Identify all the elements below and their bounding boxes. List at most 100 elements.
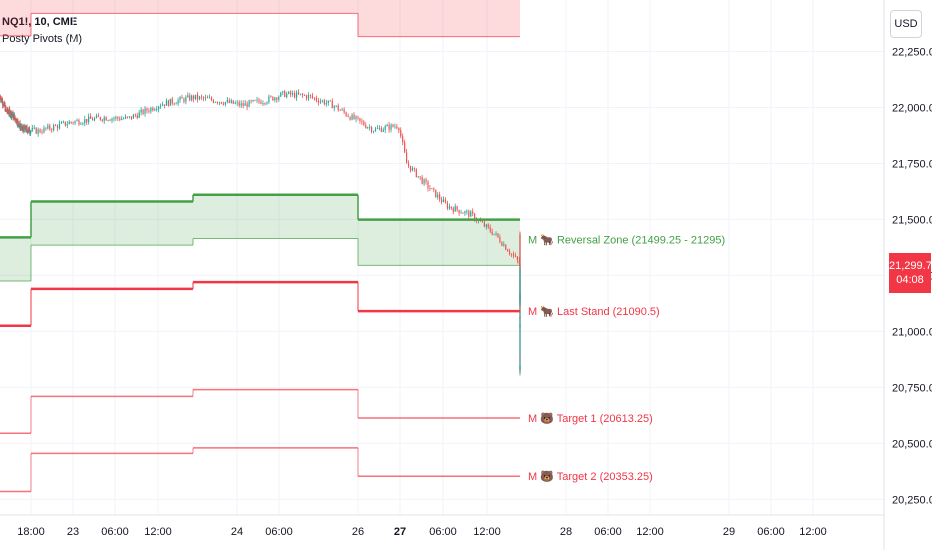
candle-body — [230, 100, 232, 103]
candle-body — [411, 168, 414, 171]
candle-body — [17, 120, 19, 122]
candle-body — [519, 234, 521, 237]
candle-body — [519, 236, 521, 245]
candle-body — [448, 206, 450, 209]
candle-body — [97, 115, 99, 118]
candle-body — [325, 102, 327, 105]
candle-body — [119, 118, 121, 120]
candle-body — [319, 101, 321, 103]
candle-body — [136, 115, 138, 118]
candle-body — [421, 177, 423, 184]
candle-body — [351, 114, 353, 120]
level-lines — [0, 12, 520, 493]
candle-body — [361, 120, 363, 122]
candle-body — [327, 100, 329, 103]
candle-body — [12, 115, 14, 119]
candle-body — [472, 211, 474, 214]
candle-body — [452, 208, 454, 212]
candle-body — [357, 116, 359, 119]
candle-body — [454, 206, 456, 212]
candle-body — [507, 249, 509, 252]
time-tick-label: 27 — [394, 526, 406, 538]
time-axis[interactable]: 18:00 23 06:00 12:00 24 06:00 26 27 06:00 12:00 28… — [0, 514, 884, 538]
candle-body — [317, 100, 319, 103]
price-tick-label: 20,750.00 — [892, 382, 932, 394]
price-tick-label: 20,250.00 — [892, 494, 932, 506]
candle-body — [274, 97, 276, 101]
candle-body — [514, 255, 517, 257]
candle-body — [117, 116, 119, 119]
candle-body — [286, 93, 288, 98]
candle-body — [519, 336, 521, 347]
bar-countdown: 04:08 — [896, 274, 924, 286]
candle-body — [84, 119, 86, 124]
candle-body — [66, 124, 68, 126]
candle-body — [175, 103, 177, 105]
zone-fill — [0, 237, 31, 282]
candle-body — [148, 110, 150, 112]
candle-body — [82, 123, 84, 125]
candle-body — [202, 97, 205, 99]
candle-body — [290, 91, 292, 95]
candle-body — [25, 126, 28, 132]
candle-body — [347, 115, 349, 117]
candle-body — [39, 129, 41, 133]
candle-body — [439, 194, 441, 200]
zone-fill — [0, 0, 31, 36]
candle-body — [72, 122, 74, 124]
candle-body — [140, 109, 142, 113]
candle-body — [18, 124, 20, 127]
symbol-label[interactable]: NQ1!, 10, CME — [2, 16, 78, 28]
candle-body — [404, 142, 406, 153]
candle-body — [512, 254, 515, 256]
candle-body — [519, 305, 521, 313]
candle-body — [276, 97, 278, 100]
candle-body — [345, 112, 347, 116]
level-label: M 🐂 Reversal Zone (21499.25 - 21295) — [528, 234, 725, 247]
time-tick-label: 12:00 — [799, 526, 827, 538]
candle-body — [80, 124, 82, 125]
candle-body — [134, 114, 136, 116]
candle-body — [437, 194, 439, 198]
candle-body — [260, 101, 262, 104]
candle-body — [9, 110, 11, 116]
candle-body — [433, 188, 435, 190]
candle-body — [440, 199, 443, 203]
candle-body — [3, 103, 5, 106]
candle-body — [70, 121, 72, 123]
candle-body — [173, 103, 175, 105]
candle-body — [301, 93, 304, 96]
price-tick-label: 20,500.00 — [892, 438, 932, 450]
price-tick-label: 21,500.00 — [892, 214, 932, 226]
currency-button[interactable]: USD — [890, 10, 922, 38]
candle-body — [519, 317, 521, 323]
candle-body — [138, 112, 140, 118]
candle-body — [442, 199, 445, 203]
candle-body — [266, 102, 268, 104]
candle-body — [86, 119, 88, 123]
candle-body — [204, 97, 207, 99]
candle-body — [519, 251, 521, 262]
candle-body — [177, 100, 179, 104]
candle-body — [503, 244, 505, 246]
candle-body — [26, 127, 28, 131]
candle-body — [367, 127, 369, 129]
candle-body — [516, 256, 519, 261]
candle-body — [195, 94, 197, 100]
candle-body — [371, 127, 373, 132]
candle-body — [214, 102, 217, 103]
time-tick-label: 06:00 — [265, 526, 293, 538]
candle-body — [2, 100, 4, 105]
candle-body — [210, 97, 213, 101]
candle-body — [518, 260, 520, 264]
candle-body — [372, 131, 375, 132]
candle-body — [378, 128, 380, 129]
zone-fill — [31, 201, 193, 246]
candle-body — [323, 100, 325, 105]
price-axis[interactable]: 22,250.00 22,000.00 21,750.00 21,500.00 21,2… — [883, 0, 932, 550]
candle-body — [331, 100, 333, 109]
candle-body — [68, 121, 70, 125]
candle-body — [30, 130, 32, 132]
candle-body — [105, 117, 107, 121]
